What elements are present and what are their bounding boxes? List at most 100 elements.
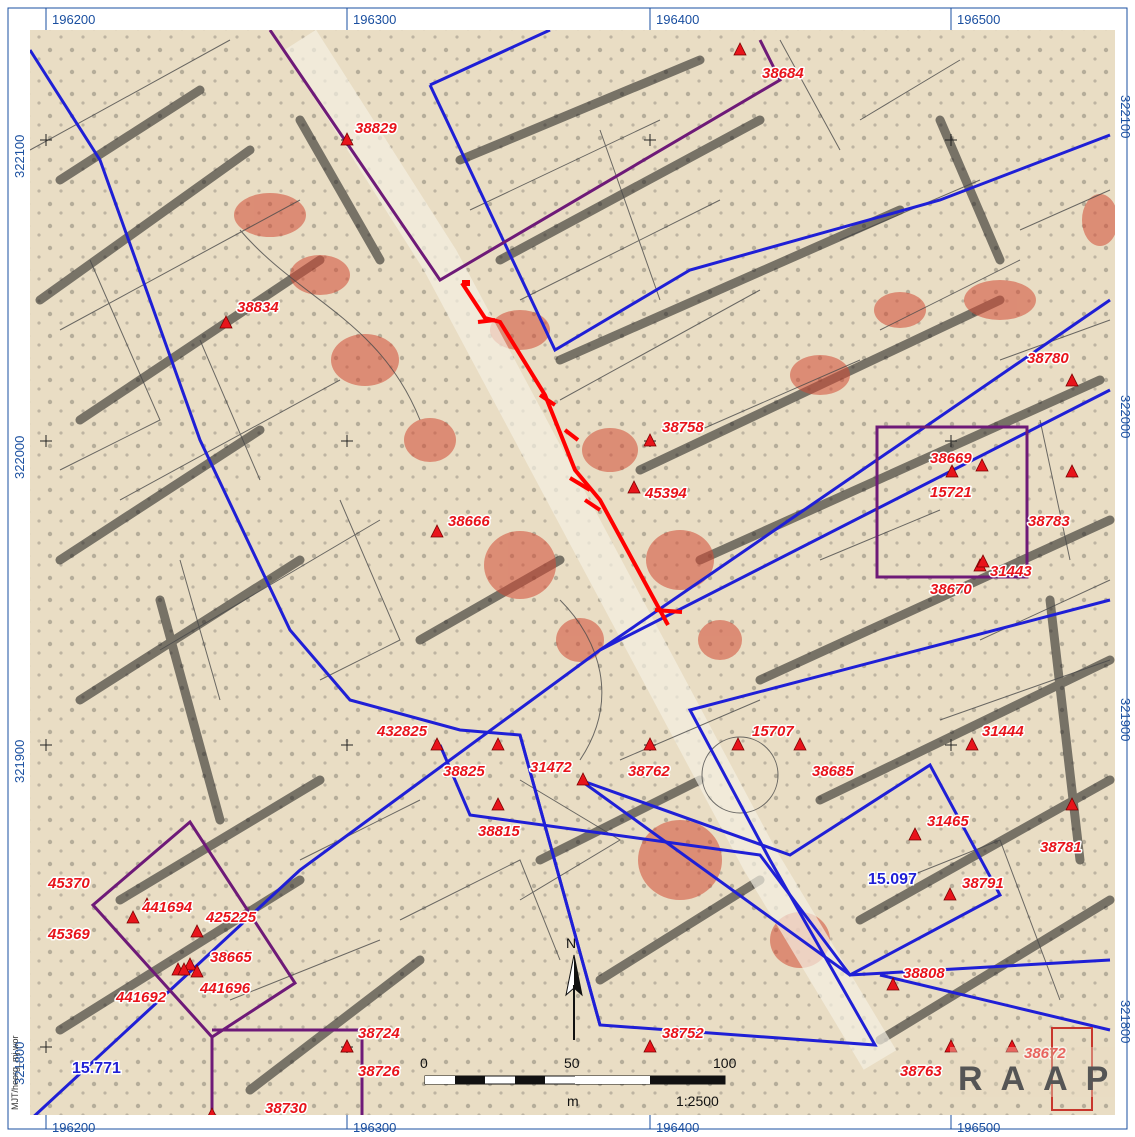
coordinate-frame: 196200 196300 196400 196500 196200 19630… [10,8,1133,1135]
site-label-38670: 38670 [930,581,972,598]
site-marker-38684[interactable] [733,42,747,56]
raap-logo-text: RAAP [958,1060,1126,1098]
site-label-38684: 38684 [762,65,804,82]
site-marker-31444[interactable] [965,737,979,751]
x-coord-bottom-1: 196200 [52,1120,95,1135]
y-coord-right-2: 322000 [1118,395,1133,438]
site-marker-38758[interactable] [643,433,657,447]
y-coord-left-2: 322000 [12,436,27,479]
site-label-15707: 15707 [752,723,794,740]
site-marker-45394[interactable] [627,480,641,494]
site-label-45394: 45394 [644,485,687,502]
site-marker-38780[interactable] [1065,373,1079,387]
y-coord-right-1: 322100 [1118,95,1133,138]
scale-tick-0: 0 [420,1055,428,1071]
site-label-38791: 38791 [962,875,1004,892]
site-marker-441696[interactable] [177,962,191,976]
site-marker-38791[interactable] [943,887,957,901]
site-marker-425225[interactable] [190,924,204,938]
blue-boundaries[interactable] [30,30,1111,1120]
site-label-15721: 15721 [930,484,972,501]
site-marker-38685[interactable] [793,737,807,751]
site-marker-15707[interactable] [731,737,745,751]
x-coord-top-3: 196400 [656,12,699,27]
site-marker-38783[interactable] [1065,464,1079,478]
site-label-38763: 38763 [900,1063,942,1080]
site-marker-38829[interactable] [340,132,354,146]
historic-buildings [234,193,1115,968]
site-label-38783: 38783 [1028,513,1070,530]
y-coord-right-3: 321900 [1118,698,1133,741]
site-marker-38752[interactable] [643,1039,657,1053]
site-label-432825: 432825 [376,723,428,740]
site-marker-38672[interactable] [1005,1039,1019,1053]
site-marker-38762[interactable] [643,737,657,751]
x-coord-bottom-3: 196400 [656,1120,699,1135]
site-label-38781: 38781 [1040,839,1082,856]
scale-unit: m [567,1093,579,1109]
site-label-38665: 38665 [210,949,252,966]
zone-label-15097: 15.097 [868,871,917,888]
scale-tick-50: 50 [564,1055,580,1071]
y-coord-right-4: 321800 [1118,1000,1133,1043]
north-arrow: N [565,935,583,1040]
site-marker-38815[interactable] [491,797,505,811]
site-marker-15721[interactable] [975,458,989,472]
site-labels: 38684 38829 38834 38758 45394 38666 38780 38669… [46,64,1084,1117]
site-label-38726: 38726 [358,1063,400,1080]
site-marker-38834[interactable] [219,315,233,329]
site-marker-38726[interactable] [340,1039,354,1053]
site-label-38672: 38672 [1024,1045,1066,1062]
x-coord-top-2: 196300 [353,12,396,27]
site-label-31444: 31444 [982,723,1024,740]
site-markers[interactable] [126,42,1079,1120]
site-marker-31472[interactable] [576,772,590,786]
site-label-38666: 38666 [448,513,490,530]
site-marker-432825[interactable] [430,737,444,751]
x-coord-bottom-4: 196500 [957,1120,1000,1135]
site-label-38780: 38780 [1027,350,1069,367]
site-marker-38665[interactable] [183,957,197,971]
site-marker-38666[interactable] [430,524,444,538]
site-label-45369: 45369 [47,926,90,943]
site-marker-38781[interactable] [1065,797,1079,811]
site-label-38685: 38685 [812,763,854,780]
purple-boundaries[interactable] [90,30,1029,1115]
y-coord-left-1: 322100 [12,135,27,178]
site-marker-38730[interactable] [206,1107,218,1120]
site-label-38829: 38829 [355,120,397,137]
site-marker-441692[interactable] [190,964,204,978]
site-marker-45370[interactable] [140,897,154,911]
site-label-38669: 38669 [930,450,972,467]
credit-text: MJT/heerg_mj.wor [10,1035,20,1110]
site-marker-38808[interactable] [886,977,900,991]
site-label-38752: 38752 [662,1025,704,1042]
site-label-38815: 38815 [478,823,520,840]
site-label-31472: 31472 [530,759,572,776]
site-label-441694: 441694 [141,899,193,916]
site-label-45370: 45370 [47,875,90,892]
site-marker-38763[interactable] [944,1039,958,1053]
site-label-38825: 38825 [443,763,485,780]
site-label-441692: 441692 [115,989,167,1006]
y-coord-left-4: 321800 [12,1042,27,1085]
site-label-441696: 441696 [199,980,251,997]
site-label-38724: 38724 [358,1025,400,1042]
site-label-38834: 38834 [237,299,279,316]
site-label-425225: 425225 [205,909,257,926]
site-label-31443: 31443 [990,563,1032,580]
site-marker-38669[interactable] [945,464,959,478]
site-label-38758: 38758 [662,419,704,436]
y-coord-left-3: 321900 [12,740,27,783]
scale-bar: 0 50 100 m 1:2500 [420,1055,737,1109]
site-label-38730: 38730 [265,1100,307,1117]
scale-ratio: 1:2500 [676,1093,719,1109]
pipeline-trace[interactable] [460,280,683,626]
map-canvas[interactable]: 38684 38829 38834 38758 45394 38666 38780 38669… [30,30,1126,1120]
site-marker-31465[interactable] [908,827,922,841]
site-marker-38825[interactable] [491,737,505,751]
site-marker-31443[interactable] [976,554,990,568]
background-features [35,55,1115,1095]
site-marker-441694[interactable] [126,910,140,924]
